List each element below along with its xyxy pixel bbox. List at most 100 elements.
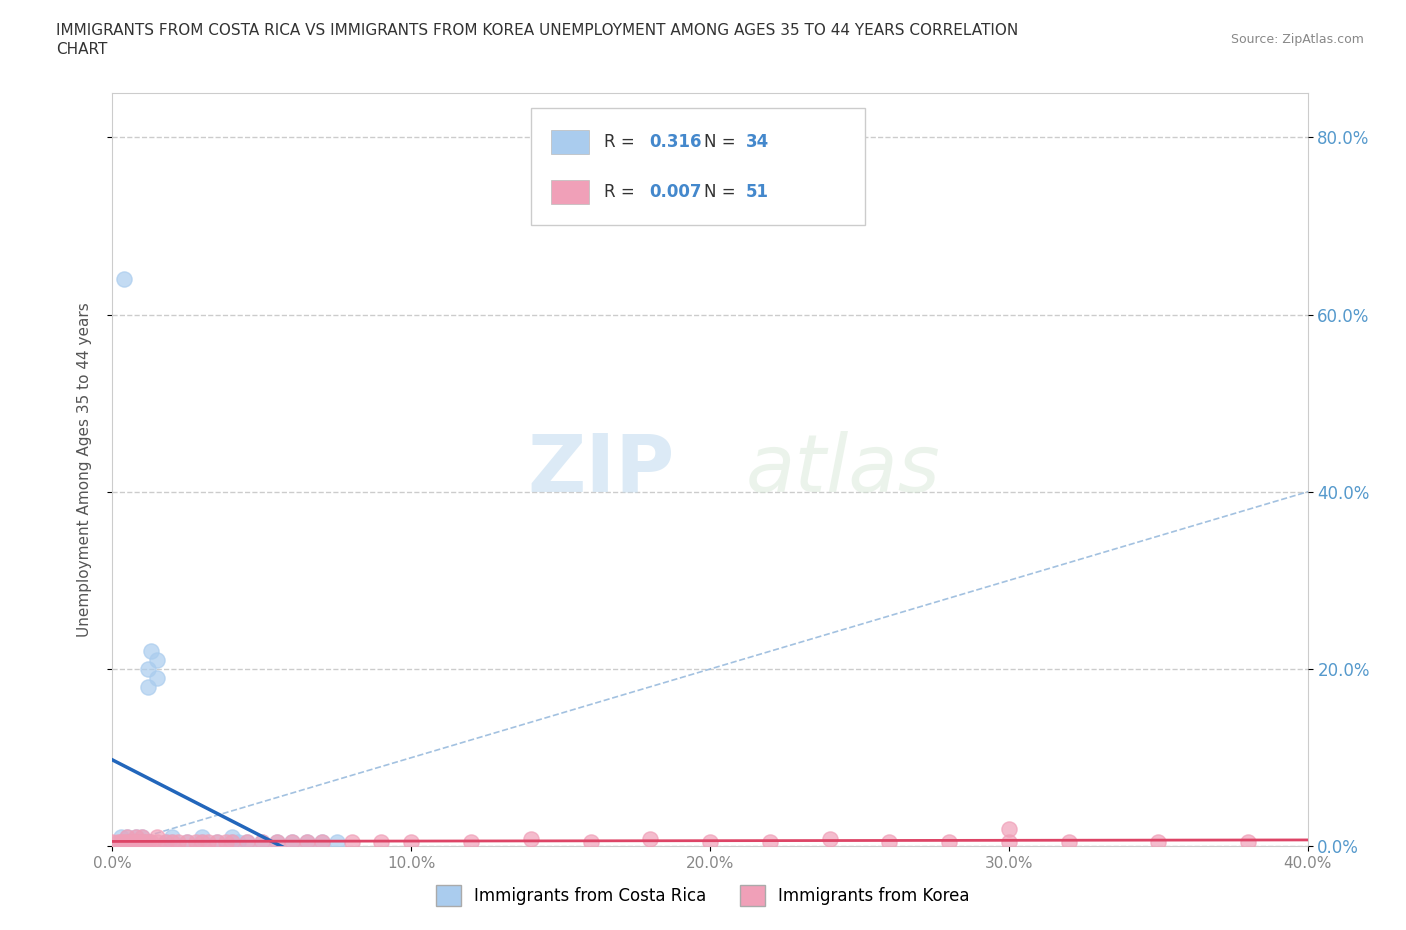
Point xyxy=(117,834,139,849)
Point xyxy=(998,821,1021,836)
Point xyxy=(215,834,238,849)
Point xyxy=(107,834,129,849)
Point xyxy=(295,834,318,849)
Point xyxy=(125,830,148,844)
Point xyxy=(221,834,243,849)
Text: IMMIGRANTS FROM COSTA RICA VS IMMIGRANTS FROM KOREA UNEMPLOYMENT AMONG AGES 35 T: IMMIGRANTS FROM COSTA RICA VS IMMIGRANTS… xyxy=(56,23,1018,38)
Text: atlas: atlas xyxy=(747,431,941,509)
Point xyxy=(295,834,318,849)
Text: ZIP: ZIP xyxy=(527,431,675,509)
Point xyxy=(401,834,423,849)
Text: 0.007: 0.007 xyxy=(650,183,702,202)
Point xyxy=(191,834,214,849)
Point xyxy=(131,830,153,844)
Point xyxy=(138,834,160,849)
Point xyxy=(1237,834,1260,849)
Point xyxy=(134,834,156,849)
Point xyxy=(114,834,135,849)
Point xyxy=(520,831,543,846)
Point xyxy=(1147,834,1170,849)
Point xyxy=(176,834,198,849)
Point xyxy=(311,834,333,849)
Point xyxy=(205,834,228,849)
Point xyxy=(236,834,259,849)
Point xyxy=(205,834,228,849)
Point xyxy=(176,834,198,849)
Point xyxy=(250,834,273,849)
Point xyxy=(141,834,163,849)
Point xyxy=(162,830,183,844)
Point xyxy=(128,834,150,849)
Point xyxy=(162,834,183,849)
Point xyxy=(146,834,169,849)
Text: R =: R = xyxy=(603,133,640,151)
Point xyxy=(938,834,960,849)
Text: 0.316: 0.316 xyxy=(650,133,702,151)
Point xyxy=(125,834,148,849)
Point xyxy=(250,834,273,849)
Point xyxy=(281,834,304,849)
Point xyxy=(818,831,841,846)
FancyBboxPatch shape xyxy=(551,130,589,154)
Point xyxy=(138,661,160,676)
Point xyxy=(114,272,135,286)
Point xyxy=(226,834,249,849)
Point xyxy=(131,834,153,849)
Point xyxy=(110,834,132,849)
Point xyxy=(120,834,142,849)
Point xyxy=(221,830,243,844)
Text: Source: ZipAtlas.com: Source: ZipAtlas.com xyxy=(1230,33,1364,46)
Text: 34: 34 xyxy=(747,133,769,151)
Point xyxy=(146,671,169,685)
Point xyxy=(125,830,148,844)
Point xyxy=(221,834,243,849)
Point xyxy=(236,834,259,849)
Point xyxy=(117,834,139,849)
Point xyxy=(186,834,208,849)
Point xyxy=(266,834,288,849)
FancyBboxPatch shape xyxy=(531,108,866,225)
Point xyxy=(699,834,721,849)
Y-axis label: Unemployment Among Ages 35 to 44 years: Unemployment Among Ages 35 to 44 years xyxy=(77,302,91,637)
Point xyxy=(460,834,482,849)
Point xyxy=(191,834,214,849)
Text: 51: 51 xyxy=(747,183,769,202)
Point xyxy=(155,834,177,849)
Point xyxy=(311,834,333,849)
Text: N =: N = xyxy=(704,183,741,202)
Point xyxy=(370,834,392,849)
Text: N =: N = xyxy=(704,133,741,151)
Point xyxy=(191,830,214,844)
Point xyxy=(640,831,662,846)
Point xyxy=(579,834,602,849)
Point xyxy=(125,834,148,849)
Point xyxy=(131,830,153,844)
Point xyxy=(162,834,183,849)
Point xyxy=(110,834,132,849)
Point xyxy=(879,834,901,849)
Text: R =: R = xyxy=(603,183,640,202)
Point xyxy=(759,834,782,849)
Legend: Immigrants from Costa Rica, Immigrants from Korea: Immigrants from Costa Rica, Immigrants f… xyxy=(429,879,977,912)
Point xyxy=(117,830,139,844)
Point xyxy=(998,834,1021,849)
Point xyxy=(1057,834,1080,849)
Point xyxy=(155,834,177,849)
Point xyxy=(141,644,163,658)
Point xyxy=(128,834,150,849)
Point xyxy=(146,653,169,668)
Point xyxy=(325,834,347,849)
Point xyxy=(146,830,169,844)
Point xyxy=(266,834,288,849)
Point xyxy=(117,830,139,844)
Point xyxy=(281,834,304,849)
Point xyxy=(167,834,190,849)
Point xyxy=(122,834,145,849)
Point xyxy=(131,834,153,849)
Point xyxy=(138,679,160,694)
Text: CHART: CHART xyxy=(56,42,108,57)
Point xyxy=(120,834,142,849)
Point xyxy=(134,834,156,849)
Point xyxy=(110,830,132,844)
Point xyxy=(101,834,124,849)
